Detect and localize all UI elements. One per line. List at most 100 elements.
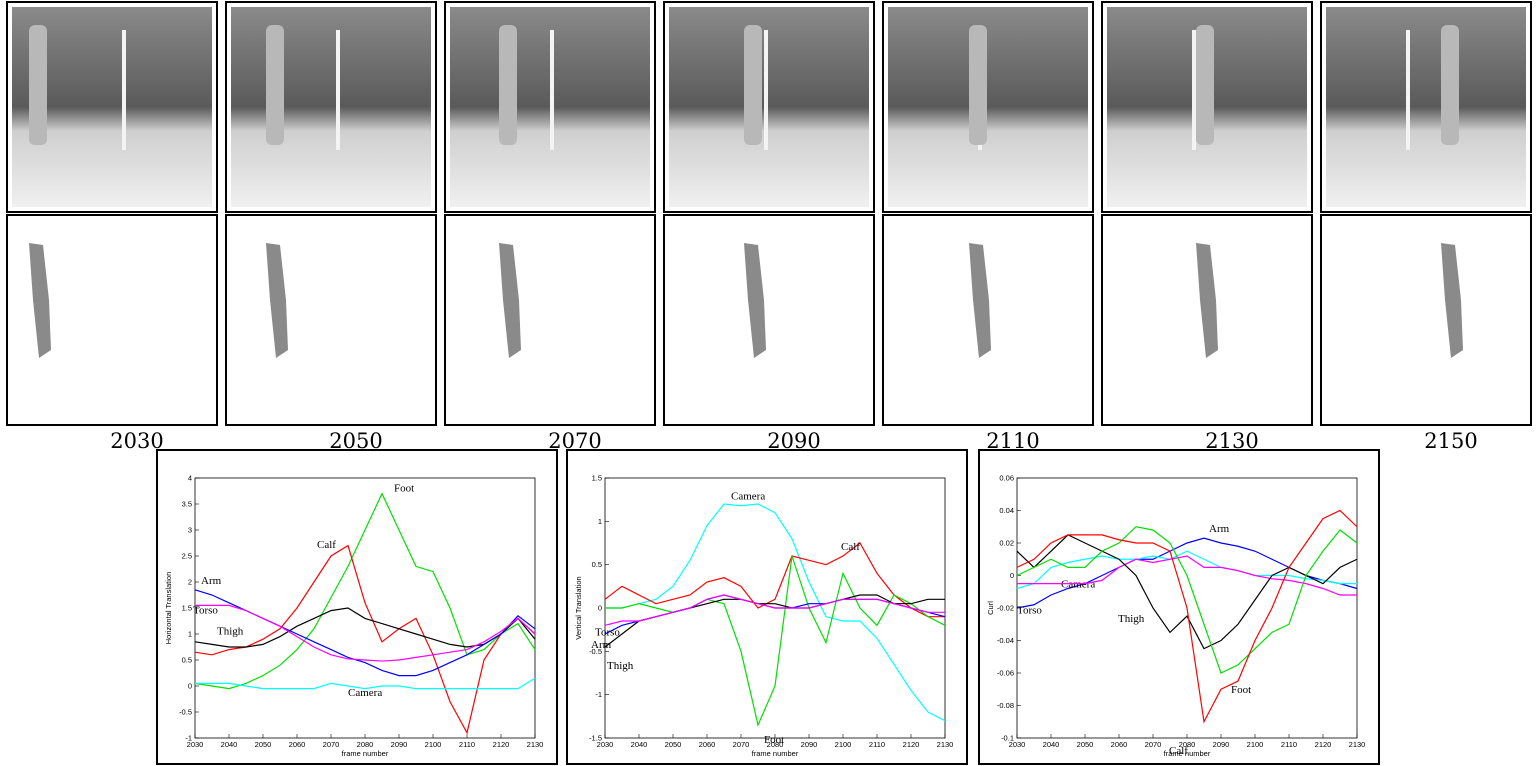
frame-label: 2030 [110,429,163,453]
y-tick-label: 3.5 [182,500,192,509]
y-tick-label: 1 [188,630,192,639]
series-label: Torso [595,626,620,638]
series-label: Foot [764,734,784,746]
x-tick-label: 2090 [1213,740,1230,749]
y-tick-label: -0.08 [997,701,1014,710]
series-label: Thigh [217,625,244,637]
chart: -1-0.500.511.522.533.5420302040205020602… [157,450,557,764]
y-tick-label: -0.04 [997,636,1014,645]
chart: -1.5-1-0.500.511.52030204020502060207020… [567,450,967,764]
x-tick-label: 2130 [527,740,544,749]
x-tick-label: 2100 [425,740,442,749]
pole [764,30,768,150]
y-tick-label: 0.5 [182,656,192,665]
series-label: Foot [394,483,414,495]
y-tick-label: -0.06 [997,669,1014,678]
series-label: Thigh [607,660,634,672]
y-axis-label: Curl [986,601,995,615]
x-tick-label: 2050 [1077,740,1094,749]
photo [669,7,869,207]
y-tick-label: -0.5 [179,708,192,717]
pole [550,30,554,150]
pole [1406,30,1410,150]
series-label: Calf [1169,745,1188,757]
pole [336,30,340,150]
x-axis-label: frame number [342,749,389,758]
person [1196,25,1214,145]
y-tick-label: 2.5 [182,552,192,561]
x-tick-label: 2070 [323,740,340,749]
photo [1326,7,1526,207]
x-tick-label: 2070 [733,740,750,749]
y-tick-label: -0.02 [997,604,1014,613]
series-label: Calf [841,541,860,553]
x-tick-label: 2060 [1111,740,1128,749]
x-tick-label: 2040 [1043,740,1060,749]
x-tick-label: 2100 [835,740,852,749]
y-tick-label: 0 [598,604,602,613]
x-tick-label: 2090 [391,740,408,749]
x-tick-label: 2120 [903,740,920,749]
series-label: Arm [591,639,612,651]
person [744,25,762,145]
series-label: Thigh [1118,613,1145,625]
x-tick-label: 2030 [1009,740,1026,749]
pole [122,30,126,150]
y-tick-label: 0 [188,682,192,691]
person [499,25,517,145]
y-tick-label: 0.04 [999,506,1014,515]
x-tick-label: 2120 [1315,740,1332,749]
x-tick-label: 2040 [221,740,238,749]
series-label: Torso [1017,605,1042,617]
series-label: Camera [731,491,765,503]
series-label: Camera [348,687,382,699]
y-tick-label: 2 [188,578,192,587]
x-tick-label: 2060 [289,740,306,749]
photo [888,7,1088,207]
y-tick-label: 4 [188,474,192,483]
figure: 2030205020702090211021302150 -1-0.500.51… [0,0,1538,766]
x-tick-label: 2070 [1145,740,1162,749]
x-tick-label: 2120 [493,740,510,749]
series-label: Torso [193,604,218,616]
chart: -0.1-0.08-0.06-0.04-0.0200.020.040.06203… [979,450,1379,764]
segment-frame [1321,215,1531,425]
person [969,25,987,145]
y-tick-label: 3 [188,526,192,535]
y-tick-label: 0.06 [999,474,1014,483]
y-tick-label: -1 [595,690,602,699]
y-tick-label: 0.5 [592,560,602,569]
x-tick-label: 2130 [1349,740,1366,749]
y-tick-label: 0 [1010,571,1014,580]
series-label: Calf [317,539,336,551]
y-tick-label: 1 [598,517,602,526]
x-tick-label: 2090 [801,740,818,749]
photo [231,7,431,207]
person [29,25,47,145]
frame-label: 2150 [1424,429,1477,453]
x-tick-label: 2030 [597,740,614,749]
x-tick-label: 2110 [869,740,885,749]
person [266,25,284,145]
x-axis-label: frame number [752,749,799,758]
series-label: Camera [1061,578,1095,590]
segment-frame [664,215,874,425]
x-tick-label: 2050 [665,740,682,749]
series-label: Foot [1231,684,1251,696]
x-tick-label: 2110 [1281,740,1297,749]
person [1441,25,1459,145]
x-tick-label: 2080 [357,740,374,749]
y-axis-label: Horizontal Translation [164,572,173,645]
segment-frame [226,215,436,425]
x-tick-label: 2130 [937,740,954,749]
series-label: Arm [1209,523,1230,535]
segment-frame [445,215,655,425]
y-tick-label: 1.5 [592,474,602,483]
series-label: Arm [201,575,222,587]
y-tick-label: 0.02 [999,539,1014,548]
x-tick-label: 2110 [459,740,475,749]
x-tick-label: 2050 [255,740,272,749]
y-tick-label: 1.5 [182,604,192,613]
y-axis-label: Vertical Translation [574,576,583,639]
x-tick-label: 2040 [631,740,648,749]
